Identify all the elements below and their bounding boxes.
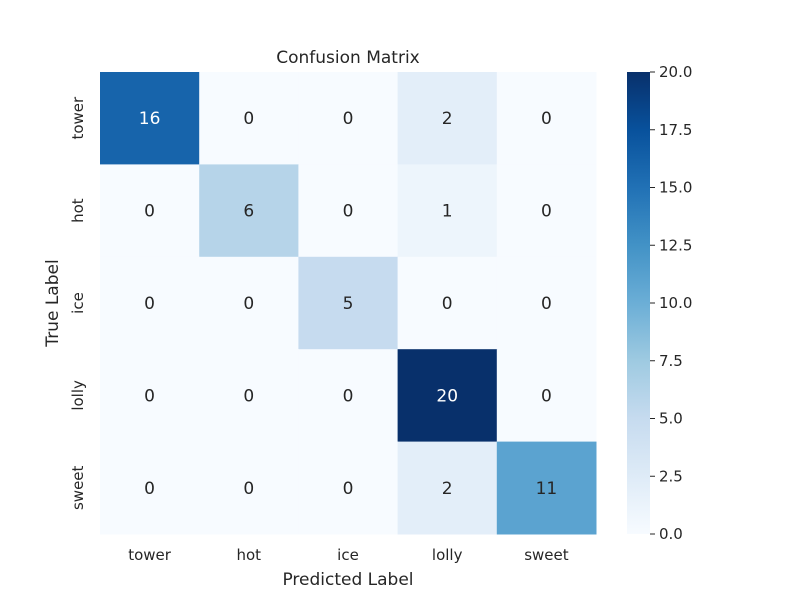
cell-value-label: 0 (541, 386, 552, 406)
cell-value-label: 0 (541, 202, 552, 222)
colorbar-tick-label: 2.5 (659, 467, 683, 485)
x-tick-labels: tower hot ice lolly sweet (128, 546, 568, 564)
cell-value-label: 0 (343, 109, 354, 129)
cell-value-label: 0 (343, 386, 354, 406)
heatmap-cell (397, 441, 498, 535)
cell-value-label: 5 (343, 294, 354, 314)
cell-value-label: 0 (442, 294, 453, 314)
y-axis-label: True Label (43, 259, 63, 347)
colorbar-tick-label: 17.5 (659, 121, 692, 139)
y-tick-label: tower (69, 96, 87, 140)
cell-value-label: 0 (243, 109, 254, 129)
cell-value-label: 0 (541, 294, 552, 314)
heatmap-cell (100, 349, 200, 443)
heatmap-cell (100, 256, 200, 350)
cell-value-label: 0 (243, 479, 254, 499)
cell-value-label: 16 (139, 109, 161, 129)
heatmap-cell (496, 441, 597, 535)
heatmap-cell (298, 256, 399, 350)
colorbar-tick-label: 10.0 (659, 294, 692, 312)
heatmap-cell (496, 256, 597, 350)
heatmap-cell (199, 441, 299, 535)
colorbar-tick-label: 0.0 (659, 525, 683, 543)
x-tick-label: lolly (432, 546, 463, 564)
x-tick-label: tower (128, 546, 172, 564)
y-tick-labels: tower hot ice lolly sweet (69, 96, 87, 510)
x-tick-label: ice (337, 546, 359, 564)
heatmap-cells (100, 72, 597, 535)
cell-value-label: 0 (144, 202, 155, 222)
cell-value-label: 0 (343, 479, 354, 499)
chart-title: Confusion Matrix (276, 48, 420, 68)
heatmap-cell (100, 164, 200, 258)
heatmap-cell (397, 349, 498, 443)
y-tick-label: hot (69, 198, 87, 223)
x-tick-label: hot (237, 546, 262, 564)
colorbar-tick-label: 5.0 (659, 410, 683, 428)
y-tick-label: lolly (69, 380, 87, 411)
heatmap-cell (298, 72, 399, 165)
heatmap-cell (199, 72, 299, 165)
y-tick-label: sweet (69, 465, 87, 510)
x-axis-label: Predicted Label (282, 570, 413, 590)
heatmap-cell (496, 349, 597, 443)
y-tick-label: ice (69, 292, 87, 314)
cell-value-label: 2 (442, 109, 453, 129)
heatmap-cell (199, 256, 299, 350)
x-tick-label: sweet (524, 546, 569, 564)
colorbar-tick-label: 7.5 (659, 352, 683, 370)
heatmap-cell (100, 441, 200, 535)
heatmap-cell (496, 164, 597, 258)
colorbar-tick-label: 15.0 (659, 179, 692, 197)
heatmap-cell-labels: 16 0 0 2 00 6 0 1 00 0 5 0 00 0 0 20 00 0 0 2 11 (139, 109, 557, 499)
heatmap-cell (298, 441, 399, 535)
cell-value-label: 20 (436, 386, 458, 406)
colorbar-tick-label: 20.0 (659, 63, 692, 81)
heatmap-cell (298, 164, 399, 258)
heatmap-cell (199, 164, 299, 258)
cell-value-label: 0 (144, 386, 155, 406)
heatmap-cell (397, 164, 498, 258)
colorbar (627, 72, 650, 534)
heatmap-cell (397, 72, 498, 165)
cell-value-label: 0 (144, 294, 155, 314)
cell-value-label: 0 (144, 479, 155, 499)
heatmap-cell (100, 72, 200, 165)
cell-value-label: 0 (343, 202, 354, 222)
cell-value-label: 11 (536, 479, 558, 499)
cell-value-label: 2 (442, 479, 453, 499)
cell-value-label: 6 (243, 202, 254, 222)
heatmap-cell (298, 349, 399, 443)
cell-value-label: 0 (243, 386, 254, 406)
colorbar-tick-label: 12.5 (659, 236, 692, 254)
cell-value-label: 0 (541, 109, 552, 129)
heatmap-cell (199, 349, 299, 443)
cell-value-label: 1 (442, 202, 453, 222)
heatmap-cell (496, 72, 597, 165)
heatmap-cell (397, 256, 498, 350)
cell-value-label: 0 (243, 294, 254, 314)
colorbar-ticks: 0.0 2.5 5.0 7.5 10.0 12.5 15.0 17.5 20.0 (650, 63, 692, 543)
